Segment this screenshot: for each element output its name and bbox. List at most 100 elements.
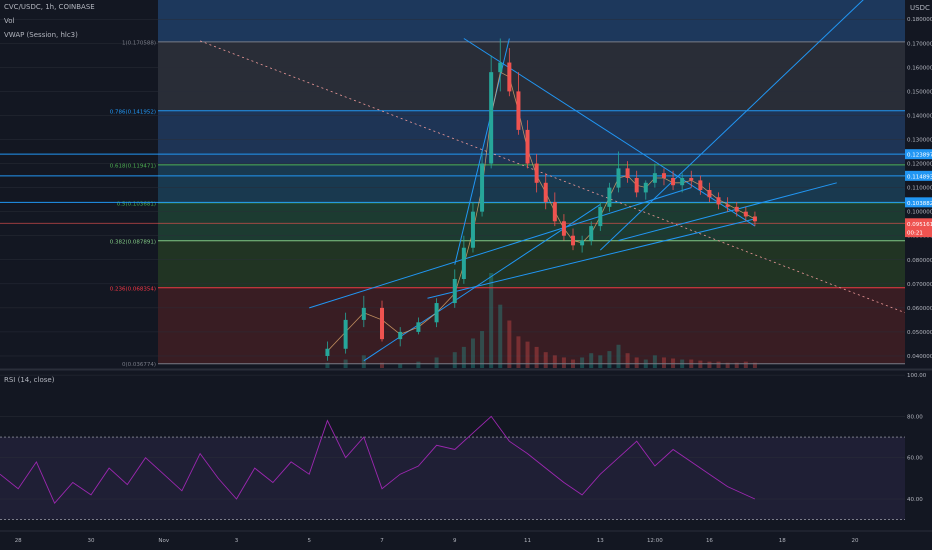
fib-zone-5: [158, 287, 905, 364]
volume-bar: [580, 357, 585, 368]
time-tick-label: 16: [706, 538, 713, 544]
volume-bar: [416, 361, 421, 368]
volume-bar: [525, 341, 530, 368]
candle-body: [607, 187, 612, 207]
price-tick-label: 0.080000: [907, 258, 932, 264]
volume-bar: [634, 357, 639, 368]
price-marker-bg: [905, 218, 932, 229]
price-unit: USDC: [910, 4, 930, 12]
rsi-line: [0, 415, 756, 505]
time-axis: 28 30 Nov 3 5 7 9 11 13 12:00 16 18 20: [0, 530, 932, 544]
volume-bar: [534, 346, 539, 368]
time-tick-label: 18: [779, 538, 786, 544]
volume-bar: [543, 352, 548, 368]
volume-bar: [552, 355, 557, 368]
price-marker-bg: [905, 170, 932, 181]
vwap-legend[interactable]: VWAP (Session, hlc3): [4, 31, 78, 39]
price-marker-label: 0.103882: [907, 201, 932, 207]
dotted-trendline: [199, 40, 906, 314]
volume-bar: [380, 362, 385, 368]
volume-bar: [589, 353, 594, 368]
time-tick-label: Nov: [158, 538, 169, 544]
volume-bar: [470, 338, 475, 368]
volume-bar: [625, 353, 630, 368]
volume-bar: [461, 346, 466, 368]
rsi-tick-label: 80.00: [907, 414, 923, 420]
volume-bar: [434, 357, 439, 368]
rsi-tick-label: 40.00: [907, 497, 923, 503]
price-tick-label: 0.180000: [907, 17, 932, 23]
fib-zone-top: [158, 0, 905, 42]
volume-bar: [652, 355, 657, 368]
trendline: [599, 0, 864, 251]
price-marker-bg: [905, 149, 932, 160]
volume-bar: [752, 362, 757, 368]
candle-body: [398, 331, 403, 340]
candle-body: [734, 206, 739, 212]
candle-body: [380, 307, 385, 340]
fib-levels: 1(0.170588) 0.786(0.141952) 0.618(0.119471…: [0, 40, 905, 368]
candle-body: [534, 163, 539, 183]
candle-body: [598, 206, 603, 227]
volume-bar: [743, 361, 748, 368]
candle-body: [643, 182, 648, 193]
volume-bar: [734, 362, 739, 368]
fib-label: 0.382(0.087891): [110, 239, 156, 245]
symbol-title[interactable]: CVC/USDC, 1h, COINBASE: [4, 3, 95, 11]
candlestick-series: [325, 38, 757, 361]
candle-body: [480, 163, 485, 212]
price-marker-label: 0.123897: [907, 153, 932, 159]
volume-bar: [516, 336, 521, 368]
trendline: [463, 38, 756, 227]
candle-body: [698, 180, 703, 191]
trendline: [309, 187, 692, 309]
fib-zone-1: [158, 110, 905, 165]
price-tick-label: 0.100000: [907, 210, 932, 216]
volume-bar: [325, 362, 330, 368]
price-marker-label: 0.095161: [907, 222, 932, 228]
price-tick-label: 0.110000: [907, 186, 932, 192]
volume-bar: [616, 344, 621, 368]
candle-body: [625, 168, 630, 178]
candle-body: [525, 129, 530, 164]
price-tick-label: 0.140000: [907, 113, 932, 119]
volume-bar: [398, 363, 403, 368]
candle-body: [470, 211, 475, 248]
price-tick-label: 0.120000: [907, 162, 932, 168]
candle-body: [561, 221, 566, 236]
candle-body: [516, 91, 521, 130]
time-tick-label: 11: [524, 538, 531, 544]
candle-body: [716, 197, 721, 205]
price-tick-label: 0.060000: [907, 306, 932, 312]
volume-bars: [325, 273, 757, 368]
price-marker-label: 0.114893: [907, 174, 932, 180]
time-tick-label: 5: [307, 538, 311, 544]
grid-lines: [0, 18, 905, 357]
trendline: [363, 204, 601, 362]
time-tick-label: 7: [380, 538, 384, 544]
candle-body: [543, 182, 548, 203]
rsi-pane: 100.00 80.00 60.00 40.00: [0, 373, 927, 520]
volume-bar: [661, 357, 666, 368]
candle-body: [661, 173, 666, 178]
candle-body: [498, 62, 503, 73]
volume-bar: [507, 320, 512, 368]
candle-body: [489, 72, 494, 164]
time-tick-label: 30: [87, 538, 94, 544]
candle-body: [507, 62, 512, 92]
candle-body: [616, 168, 621, 188]
time-tick-label: 13: [597, 538, 604, 544]
candle-body: [580, 240, 585, 246]
price-axis: 0.180000 0.170000 0.160000 0.150000 0.140000…: [0, 17, 932, 371]
candle-body: [707, 190, 712, 198]
candle-body: [552, 202, 557, 222]
rsi-legend[interactable]: RSI (14, close): [4, 376, 55, 384]
rsi-tick-label: 100.00: [907, 373, 927, 379]
volume-legend[interactable]: Vol: [4, 17, 15, 25]
volume-bar: [489, 273, 494, 368]
volume-bar: [607, 351, 612, 368]
fib-label: 1(0.170588): [122, 40, 156, 46]
volume-bar: [725, 362, 730, 368]
